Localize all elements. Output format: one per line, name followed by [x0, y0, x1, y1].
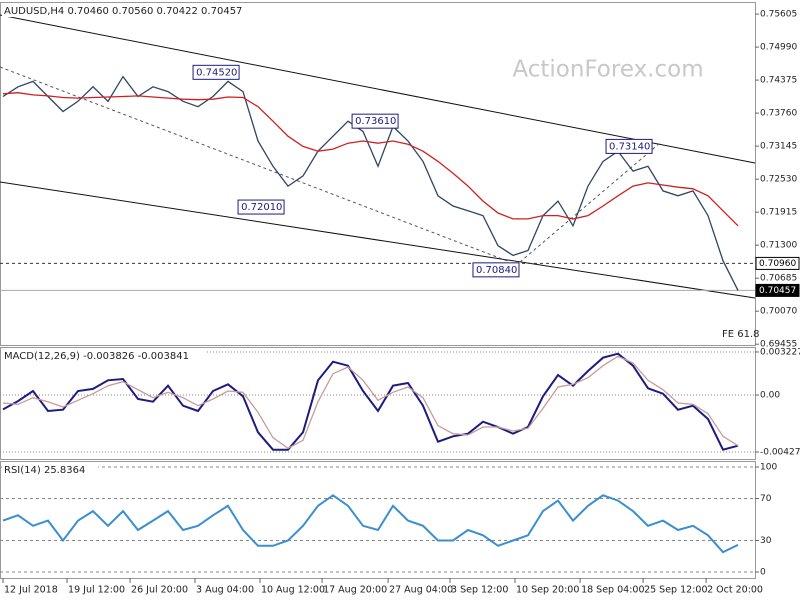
series-line	[2, 92, 739, 227]
y-tick-label: 0.75605	[760, 10, 797, 20]
note: FE 61.8	[722, 329, 760, 340]
y-tick-label: 0.74375	[760, 76, 797, 86]
panel-frame	[0, 347, 756, 460]
y-tick-label: 0.72530	[760, 175, 797, 185]
title-bg	[2, 349, 206, 362]
y-tick-label: 0.70070	[760, 307, 797, 317]
y-tick-label: 0.71915	[760, 208, 797, 218]
title-bg	[2, 463, 98, 476]
panel-frame	[0, 2, 756, 346]
level-label: 0.70960	[759, 259, 796, 269]
x-tick-label: 10 Sep 20:00	[516, 585, 579, 596]
y-tick-label: 30	[760, 536, 772, 546]
y-tick-label: 0.00	[760, 391, 780, 401]
trend-line	[519, 142, 661, 263]
annotation-box	[351, 113, 399, 129]
x-tick-label: 26 Jul 20:00	[131, 585, 188, 596]
annotation-box	[472, 262, 520, 278]
y-tick-label: 0.71300	[760, 241, 797, 251]
title-bg	[2, 4, 254, 17]
y-tick-label: 0.70685	[760, 274, 797, 284]
y-tick-label: 0	[760, 568, 766, 578]
annotation-box	[605, 138, 653, 154]
annotation-label: 0.73610	[355, 116, 396, 127]
x-tick-label: 10 Aug 12:00	[261, 585, 325, 596]
panel-title: AUDUSD,H4 0.70460 0.70560 0.70422 0.7045…	[4, 6, 242, 17]
watermark: ActionForex.com	[512, 57, 703, 83]
y-tick-label: 0.74990	[760, 43, 797, 53]
x-tick-label: 19 Jul 12:00	[68, 585, 125, 596]
annotation-label: 0.73140	[609, 141, 650, 152]
y-tick-label: 0.73760	[760, 109, 797, 119]
x-tick-label: 3 Sep 12:00	[451, 585, 508, 596]
level-label-box	[755, 256, 800, 270]
x-tick-label: 2 Oct 20:00	[707, 585, 763, 596]
x-tick-label: 12 Jul 2018	[4, 585, 58, 596]
y-tick-label: 0.73145	[760, 142, 797, 152]
y-tick-label: 100	[760, 462, 777, 472]
y-tick-label: 70	[760, 494, 772, 504]
x-tick-label: 18 Sep 04:00	[581, 585, 644, 596]
x-tick-label: 3 Aug 04:00	[196, 585, 254, 596]
x-tick-label: 25 Sep 12:00	[644, 585, 707, 596]
y-tick-label: 0.003227	[760, 347, 800, 357]
channel-line	[0, 14, 756, 164]
y-tick-label: 0.69455	[760, 340, 797, 350]
annotation-box	[192, 64, 240, 80]
trend-line	[0, 66, 511, 263]
y-tick-label: -0.004279	[760, 448, 800, 458]
series-line	[2, 494, 739, 554]
annotation-label: 0.72010	[241, 202, 282, 213]
panel-title: MACD(12,26,9) -0.003826 -0.003841	[4, 351, 189, 362]
panel-frame	[0, 461, 756, 579]
x-tick-label: 27 Aug 04:00	[389, 585, 453, 596]
level-label: 0.70457	[759, 286, 796, 296]
channel-line	[0, 181, 756, 299]
level-label-box	[755, 283, 800, 297]
panel-title: RSI(14) 25.8364	[4, 465, 85, 476]
annotation-box	[237, 199, 285, 215]
series-line	[2, 355, 739, 450]
annotation-label: 0.74520	[196, 67, 237, 78]
annotation-label: 0.70840	[476, 265, 517, 276]
x-tick-label: 17 Aug 20:00	[323, 585, 387, 596]
